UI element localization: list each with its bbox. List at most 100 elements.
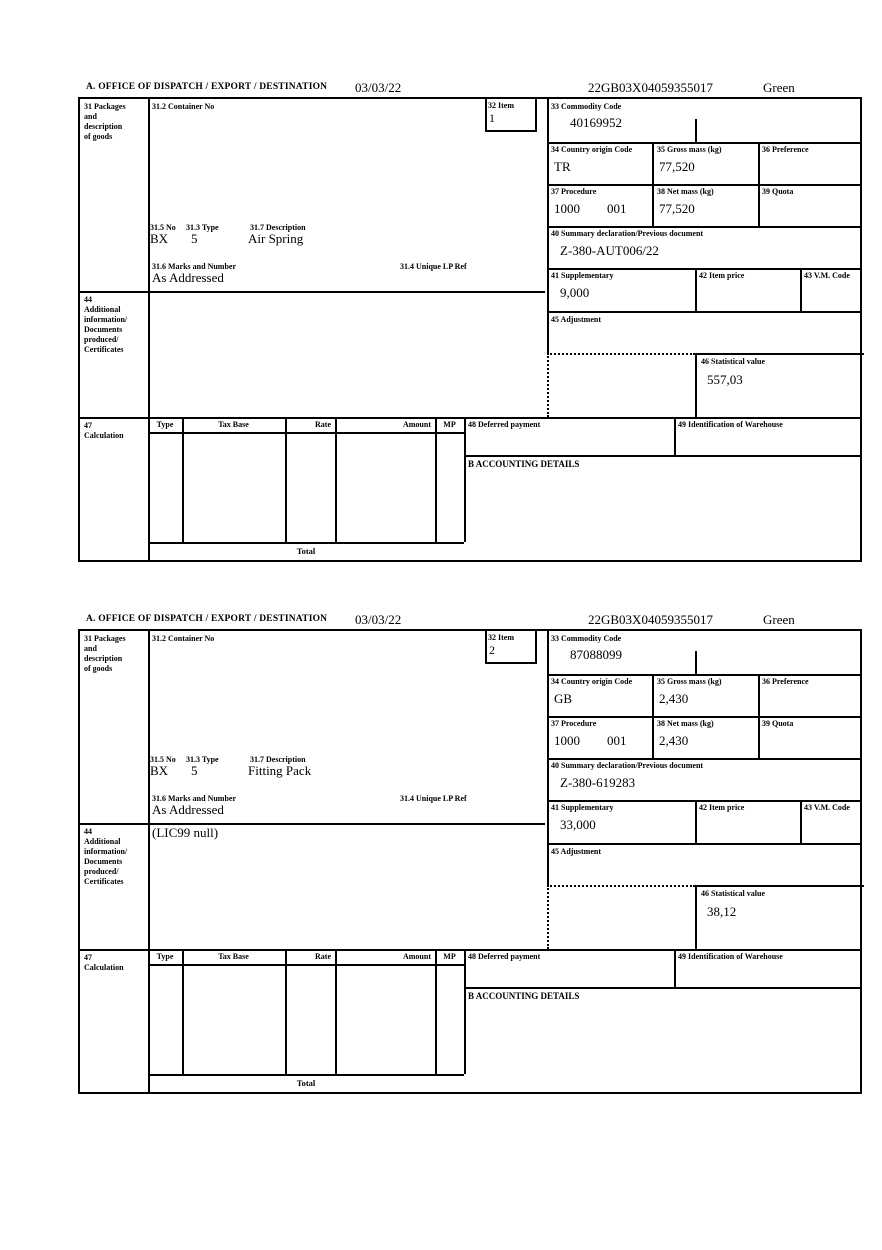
divider bbox=[80, 949, 860, 951]
gross-mass-value: 2,430 bbox=[659, 691, 689, 706]
declaration-date: 03/03/22 bbox=[355, 80, 402, 95]
preference-label: 36 Preference bbox=[762, 677, 809, 686]
package-no-label: 31.5 No bbox=[150, 223, 176, 232]
accounting-details-label: B ACCOUNTING DETAILS bbox=[468, 459, 580, 469]
previous-document-label: 40 Summary declaration/Previous document bbox=[551, 229, 704, 238]
procedure-value-2: 001 bbox=[607, 733, 627, 748]
adjustment-label: 45 Adjustment bbox=[551, 315, 602, 324]
procedure-value: 1000 bbox=[554, 201, 580, 216]
quota-label: 39 Quota bbox=[762, 719, 794, 728]
marks-label: 31.6 Marks and Number bbox=[152, 794, 237, 803]
section-header: A. OFFICE OF DISPATCH / EXPORT / DESTINA… bbox=[78, 612, 862, 629]
divider bbox=[182, 949, 184, 1074]
item-number-box bbox=[485, 631, 537, 664]
additional-info-label: 44 Additional information/ Documents pro… bbox=[84, 827, 128, 886]
procedure-label: 37 Procedure bbox=[551, 187, 597, 196]
statistical-value-box bbox=[695, 353, 864, 417]
deferred-payment-label: 48 Deferred payment bbox=[468, 952, 541, 961]
divider bbox=[674, 949, 676, 987]
package-no-label: 31.5 No bbox=[150, 755, 176, 764]
marks-label: 31.6 Marks and Number bbox=[152, 262, 237, 271]
accounting-details-label: B ACCOUNTING DETAILS bbox=[468, 991, 580, 1001]
vm-code-label: 43 V.M. Code bbox=[804, 803, 850, 812]
divider bbox=[464, 987, 860, 989]
package-type-value: 5 bbox=[191, 763, 198, 778]
packages-label: 31 Packages and description of goods bbox=[84, 102, 126, 141]
divider bbox=[547, 184, 860, 186]
item-form-grid: 31 Packages and description of goods 44 … bbox=[78, 629, 864, 1094]
package-type-value: 5 bbox=[191, 231, 198, 246]
tax-rate-header: Rate bbox=[315, 420, 331, 429]
procedure-value: 1000 bbox=[554, 733, 580, 748]
divider bbox=[652, 142, 654, 226]
divider bbox=[547, 758, 860, 760]
preference-label: 36 Preference bbox=[762, 145, 809, 154]
statistical-value-value: 557,03 bbox=[707, 372, 743, 387]
total-label: Total bbox=[296, 1078, 316, 1088]
tax-amount-header: Amount bbox=[402, 420, 431, 429]
divider bbox=[800, 800, 802, 843]
adjustment-label: 45 Adjustment bbox=[551, 847, 602, 856]
goods-description-value: Fitting Pack bbox=[248, 763, 312, 778]
divider bbox=[182, 417, 184, 542]
divider bbox=[285, 417, 287, 542]
commodity-code-label: 33 Commodity Code bbox=[551, 102, 622, 111]
previous-document-value: Z-380-AUT006/22 bbox=[560, 243, 659, 258]
item-label: 32 Item bbox=[488, 101, 514, 110]
declaration-date: 03/03/22 bbox=[355, 612, 402, 627]
vm-code-label: 43 V.M. Code bbox=[804, 271, 850, 280]
previous-document-value: Z-380-619283 bbox=[560, 775, 636, 790]
description-label: 31.7 Description bbox=[250, 755, 306, 764]
origin-label: 34 Country origin Code bbox=[551, 145, 633, 154]
goods-description-value: Air Spring bbox=[248, 231, 304, 246]
item-form-grid: 31 Packages and description of goods 44 … bbox=[78, 97, 864, 562]
divider bbox=[547, 226, 860, 228]
tax-type-header: Type bbox=[156, 952, 174, 961]
divider bbox=[148, 1074, 464, 1076]
divider bbox=[435, 949, 437, 1074]
deferred-payment-label: 48 Deferred payment bbox=[468, 420, 541, 429]
dotted-divider bbox=[547, 885, 549, 949]
tax-amount-header: Amount bbox=[402, 952, 431, 961]
movement-reference-number: 22GB03X04059355017 bbox=[588, 80, 713, 95]
gross-mass-label: 35 Gross mass (kg) bbox=[657, 677, 722, 686]
divider bbox=[547, 716, 860, 718]
commodity-code-label: 33 Commodity Code bbox=[551, 634, 622, 643]
routing-status: Green bbox=[763, 80, 795, 95]
divider bbox=[758, 142, 760, 226]
supplementary-label: 41 Supplementary bbox=[551, 271, 614, 280]
procedure-value-2: 001 bbox=[607, 201, 627, 216]
divider bbox=[674, 417, 676, 455]
container-no-label: 31.2 Container No bbox=[152, 634, 215, 643]
divider bbox=[285, 949, 287, 1074]
quota-label: 39 Quota bbox=[762, 187, 794, 196]
package-type-label: 31.3 Type bbox=[186, 223, 219, 232]
divider bbox=[148, 964, 464, 966]
divider bbox=[695, 119, 697, 142]
total-label: Total bbox=[296, 546, 316, 556]
container-no-label: 31.2 Container No bbox=[152, 102, 215, 111]
dotted-divider bbox=[547, 353, 549, 417]
divider bbox=[148, 542, 464, 544]
commodity-code-value: 87088099 bbox=[570, 647, 622, 662]
description-label: 31.7 Description bbox=[250, 223, 306, 232]
tax-base-header: Tax Base bbox=[218, 952, 249, 961]
divider bbox=[80, 417, 860, 419]
divider bbox=[547, 268, 860, 270]
divider bbox=[695, 651, 697, 674]
statistical-value-value: 38,12 bbox=[707, 904, 737, 919]
gross-mass-value: 77,520 bbox=[659, 159, 695, 174]
additional-info-label: 44 Additional information/ Documents pro… bbox=[84, 295, 128, 354]
divider bbox=[435, 417, 437, 542]
warehouse-id-label: 49 Identification of Warehouse bbox=[678, 420, 783, 429]
package-count-value: BX bbox=[150, 763, 169, 778]
gross-mass-label: 35 Gross mass (kg) bbox=[657, 145, 722, 154]
warehouse-id-label: 49 Identification of Warehouse bbox=[678, 952, 783, 961]
divider bbox=[800, 268, 802, 311]
origin-label: 34 Country origin Code bbox=[551, 677, 633, 686]
tax-type-header: Type bbox=[156, 420, 174, 429]
marks-value: As Addressed bbox=[152, 802, 224, 817]
office-of-dispatch-label: A. OFFICE OF DISPATCH / EXPORT / DESTINA… bbox=[86, 614, 328, 624]
divider bbox=[547, 674, 860, 676]
